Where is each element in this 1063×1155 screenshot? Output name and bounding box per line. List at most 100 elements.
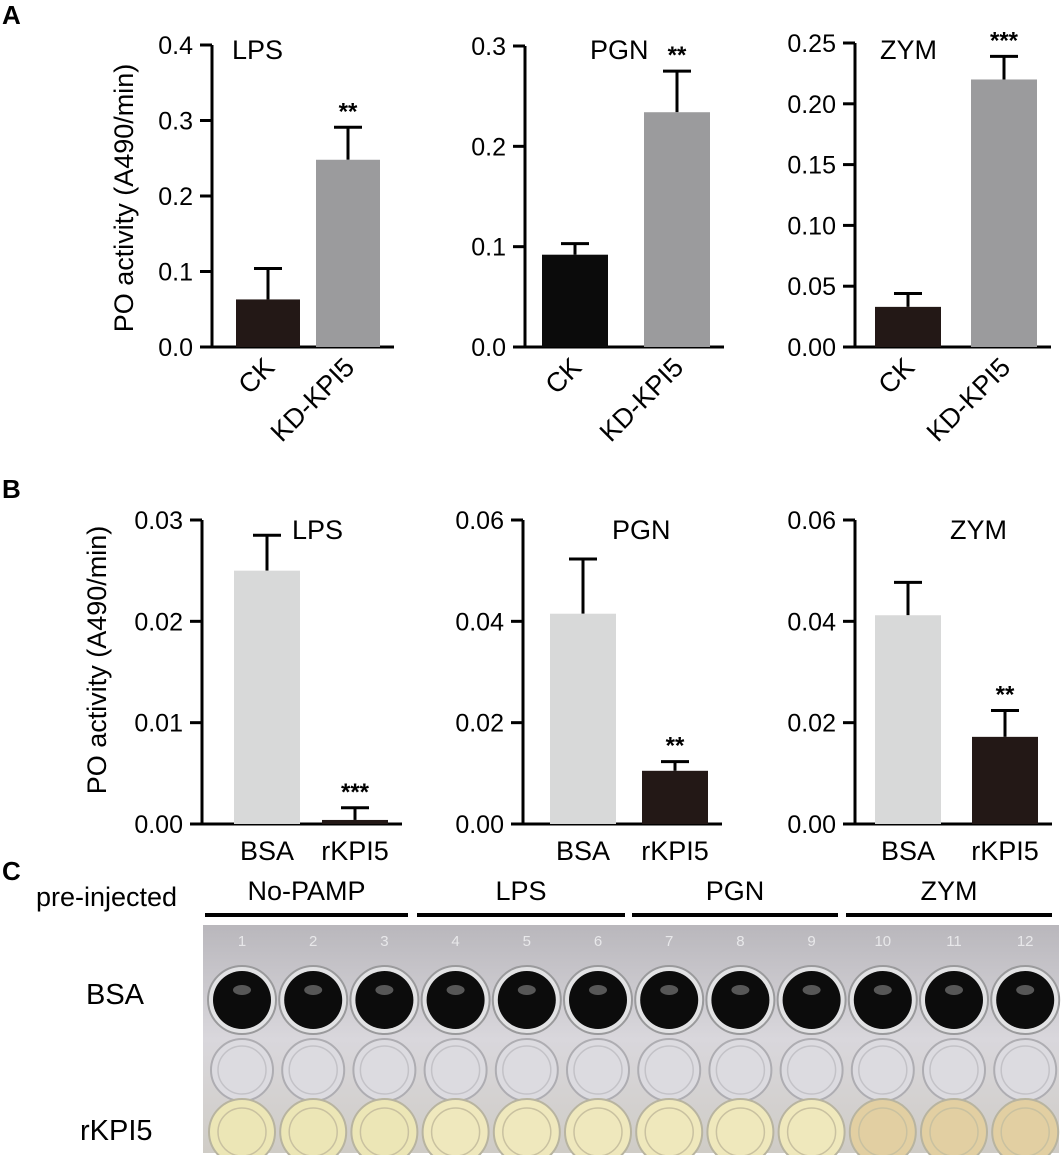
group-label-pgn: PGN (706, 876, 765, 906)
well-rkpi5-inner (1000, 1107, 1050, 1155)
well-bsa-dark (497, 971, 556, 1029)
plate-background (203, 925, 1059, 1153)
well-highlight (233, 985, 251, 995)
well-empty (850, 1038, 915, 1102)
well-highlight (446, 985, 465, 995)
significance-label: ** (668, 42, 687, 69)
x-tick-label: CK (233, 352, 281, 400)
y-tick-label: 0.04 (455, 608, 504, 636)
y-tick-label: 0.0 (471, 334, 506, 362)
y-tick-label: 0.0 (158, 334, 193, 362)
well-empty-inner (430, 1045, 481, 1095)
well-bsa-dark (711, 971, 770, 1029)
well-rkpi5-inner (573, 1107, 623, 1155)
well-number: 9 (807, 933, 815, 950)
well-empty-inner (715, 1045, 766, 1095)
well-rkpi5 (635, 1098, 704, 1155)
x-tick-label: KD-KPI5 (265, 352, 360, 447)
y-tick-label: 0.00 (134, 811, 183, 839)
well-bsa-dark (426, 971, 485, 1029)
well-rkpi5-inner (217, 1107, 267, 1155)
well-empty (779, 1038, 844, 1102)
y-tick-label: 0.1 (158, 259, 193, 287)
y-tick-label: 0.15 (787, 152, 836, 180)
well-bsa-dark (996, 971, 1055, 1029)
x-tick-label: BSA (556, 836, 610, 866)
well-highlight (1016, 985, 1035, 995)
well-rkpi5-inner (359, 1107, 410, 1155)
x-tick-label: rKPI5 (971, 836, 1039, 866)
chart-b-zym: 0.00 0.02 0.04 0.06 ZYM BSA ** rKPI5 (787, 507, 1052, 866)
well-empty (566, 1038, 630, 1102)
y-tick-label: 0.01 (134, 710, 183, 738)
chart-title: PGN (590, 35, 649, 65)
y-tick-label: 0.03 (134, 507, 183, 535)
well-number: 6 (594, 933, 602, 950)
well-bsa-dark (853, 971, 912, 1029)
well-number: 7 (665, 933, 673, 950)
well-bsa-dark (284, 971, 343, 1029)
y-tick-label: 0.3 (471, 33, 506, 61)
well-empty (708, 1038, 773, 1102)
bar-bsa (550, 613, 616, 824)
well-empty (281, 1038, 346, 1102)
bar-kd-kpi5 (971, 79, 1037, 347)
x-tick-label: rKPI5 (641, 836, 709, 866)
well-rkpi5-inner (715, 1107, 766, 1155)
significance-label: ** (339, 98, 358, 125)
well-highlight (945, 985, 963, 995)
well-highlight (517, 985, 536, 995)
chart-a-lps: 0.0 0.1 0.2 0.3 0.4 LPS CK ** KD-KPI5 (158, 32, 394, 448)
well-highlight (731, 985, 750, 995)
well-rkpi5 (421, 1098, 490, 1155)
y-tick-label: 0.02 (455, 710, 504, 738)
well-rkpi5 (991, 1098, 1060, 1155)
well-rkpi5-inner (929, 1107, 979, 1155)
chart-b-pgn: 0.00 0.02 0.04 0.06 PGN BSA ** rKPI5 (455, 507, 722, 866)
y-axis-label-b: PO activity (A490/min) (82, 526, 112, 795)
bar-rkpi5 (642, 770, 708, 824)
well-empty-inner (217, 1045, 267, 1095)
y-tick-label: 0.20 (787, 91, 836, 119)
bar-kd-kpi5 (644, 112, 710, 347)
bar-ck (236, 299, 300, 347)
well-bsa-dark (640, 971, 699, 1029)
well-rkpi5-inner (644, 1107, 694, 1155)
well-bsa-dark (925, 971, 983, 1029)
panel-letter-c: C (2, 856, 21, 886)
well-empty-inner (359, 1045, 410, 1095)
well-rkpi5-inner (786, 1107, 837, 1155)
well-rkpi5 (706, 1098, 775, 1155)
well-empty (352, 1038, 417, 1102)
y-tick-label: 0.25 (787, 30, 836, 58)
well-bsa-dark (782, 971, 841, 1029)
bar-rkpi5 (972, 736, 1038, 824)
y-tick-label: 0.04 (787, 608, 836, 636)
x-tick-label: rKPI5 (321, 836, 389, 866)
well-rkpi5 (777, 1098, 846, 1155)
well-rkpi5 (350, 1098, 419, 1155)
chart-title: ZYM (880, 35, 937, 65)
well-rkpi5-inner (288, 1107, 338, 1155)
charts: 0.00.10.20.30.4 LPSCK**KD-KPI50.00.10.20.… (134, 27, 1052, 866)
y-tick-label: 0.1 (471, 234, 506, 262)
well-rkpi5-inner (858, 1107, 908, 1155)
bar-bsa (875, 615, 941, 824)
y-tick-label: 0.2 (471, 133, 506, 161)
well-highlight (375, 985, 394, 995)
chart-title: LPS (292, 515, 343, 545)
well-number: 4 (451, 933, 459, 950)
x-tick-label: BSA (881, 836, 935, 866)
y-tick-label: 0.00 (787, 811, 836, 839)
well-highlight (660, 985, 679, 995)
well-highlight (589, 985, 607, 995)
chart-title: ZYM (950, 515, 1007, 545)
well-highlight (802, 985, 821, 995)
panel-letter-a: A (2, 0, 21, 30)
bar-bsa (234, 570, 300, 824)
well-empty-inner (288, 1045, 338, 1095)
chart-a-pgn: 0.0 0.1 0.2 0.3 PGN CK ** KD-KPI5 (471, 33, 724, 448)
chart-title: PGN (612, 515, 671, 545)
well-number: 8 (736, 933, 744, 950)
well-empty (922, 1038, 986, 1102)
